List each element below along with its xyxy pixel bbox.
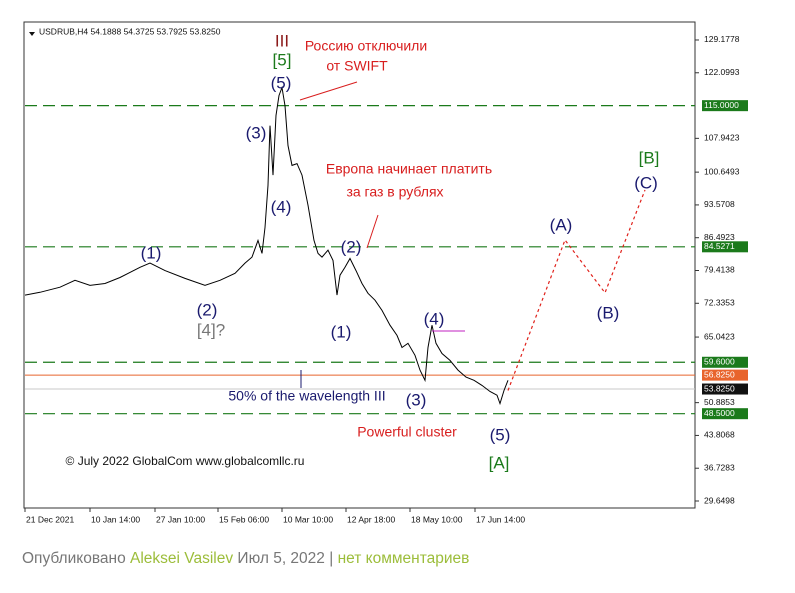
- pointer: [299, 81, 358, 101]
- wave-label: (1): [141, 243, 162, 262]
- level-box: [702, 241, 748, 253]
- caption-prefix: Опубликовано: [22, 550, 126, 567]
- level-box: [702, 383, 748, 395]
- x-tick-label: 15 Feb 06:00: [219, 514, 269, 524]
- caption: Опубликовано Aleksei Vasilev Июл 5, 2022…: [22, 550, 469, 568]
- y-tick-label: 93.5708: [704, 199, 735, 209]
- note: от SWIFT: [326, 58, 388, 74]
- caption-date: Июл 5, 2022 |: [237, 550, 334, 567]
- y-tick-label: 65.0423: [704, 331, 735, 341]
- pointer: [366, 214, 379, 249]
- y-tick-label: 79.4138: [704, 265, 735, 275]
- wave-label: (3): [406, 390, 427, 409]
- y-tick-label: 122.0993: [704, 67, 740, 77]
- y-tick-label: 86.4923: [704, 232, 735, 242]
- wave-label: (A): [550, 215, 573, 234]
- level-label: 56.8250: [704, 369, 735, 379]
- x-tick-label: 10 Jan 14:00: [91, 514, 140, 524]
- level-box: [702, 369, 748, 381]
- level-label: 115.0000: [704, 100, 739, 110]
- plot: 129.1778 122.0993 107.9423 100.6493 93.5708 8…: [24, 34, 748, 524]
- y-tick-label: 36.7283: [704, 462, 735, 472]
- chart: 129.1778 122.0993 107.9423 100.6493 93.5708 8…: [23, 21, 748, 524]
- wave-label: (4): [424, 309, 445, 328]
- symbol-arrow: [29, 32, 35, 36]
- wave-label: (C): [634, 173, 658, 192]
- x-tick-label: 17 Jun 14:00: [476, 514, 525, 524]
- x-tick-label: 18 May 10:00: [411, 514, 463, 524]
- x-tick-label: 27 Jan 10:00: [156, 514, 205, 524]
- wave-label: III: [275, 31, 289, 50]
- plot-frame: [23, 21, 696, 509]
- author-link[interactable]: Aleksei Vasilev: [130, 550, 234, 567]
- y-tick-label: 100.6493: [704, 166, 740, 176]
- wave-label: [A]: [489, 453, 510, 472]
- copyright: © July 2022 GlobalCom www.globalcomllc.r…: [66, 454, 305, 468]
- note: 50% of the wavelength III: [228, 388, 385, 404]
- y-tick-label: 50.8853: [704, 397, 735, 407]
- y-tick-label: 43.8068: [704, 430, 735, 440]
- annotations: III [5] (5) (3) (4) (1) (2) [4]? (2) (1)…: [66, 31, 660, 472]
- level-box: [702, 356, 748, 368]
- x-tick-label: 10 Mar 10:00: [283, 514, 333, 524]
- wave-label: [4]?: [197, 320, 225, 339]
- price-line: [507, 189, 646, 391]
- note: Powerful cluster: [357, 424, 457, 440]
- wave-label: (2): [341, 237, 362, 256]
- chart-header: USDRUB,H4 54.1888 54.3725 53.7925 53.825…: [39, 26, 221, 36]
- level-label: 84.5271: [704, 241, 735, 251]
- wave-label: (5): [490, 425, 511, 444]
- wave-label: [5]: [273, 50, 292, 69]
- y-tick-label: 72.3353: [704, 298, 735, 308]
- note: Европа начинает платить: [326, 161, 492, 177]
- level-box: [702, 408, 748, 420]
- y-tick-label: 107.9423: [704, 133, 740, 143]
- level-box: [702, 100, 748, 112]
- wave-label: (2): [197, 300, 218, 319]
- note: Россию отключили: [305, 38, 427, 54]
- y-tick-label: 129.1778: [704, 34, 740, 44]
- wave-label: (3): [246, 123, 267, 142]
- x-tick-label: 21 Dec 2021: [26, 514, 74, 524]
- level-label: 59.6000: [704, 357, 735, 367]
- wave-label: (5): [271, 73, 292, 92]
- x-tick-label: 12 Apr 18:00: [347, 514, 395, 524]
- wave-label: (B): [597, 303, 620, 322]
- comments-link[interactable]: нет комментариев: [337, 550, 470, 567]
- wave-label: [B]: [639, 148, 660, 167]
- level-label: 53.8250: [704, 383, 735, 393]
- note: за газ в рублях: [346, 184, 443, 200]
- wave-label: (1): [331, 322, 352, 341]
- wave-label: (4): [271, 197, 292, 216]
- y-tick-label: 29.6498: [704, 495, 735, 505]
- level-label: 48.5000: [704, 408, 735, 418]
- price-line: [24, 85, 509, 406]
